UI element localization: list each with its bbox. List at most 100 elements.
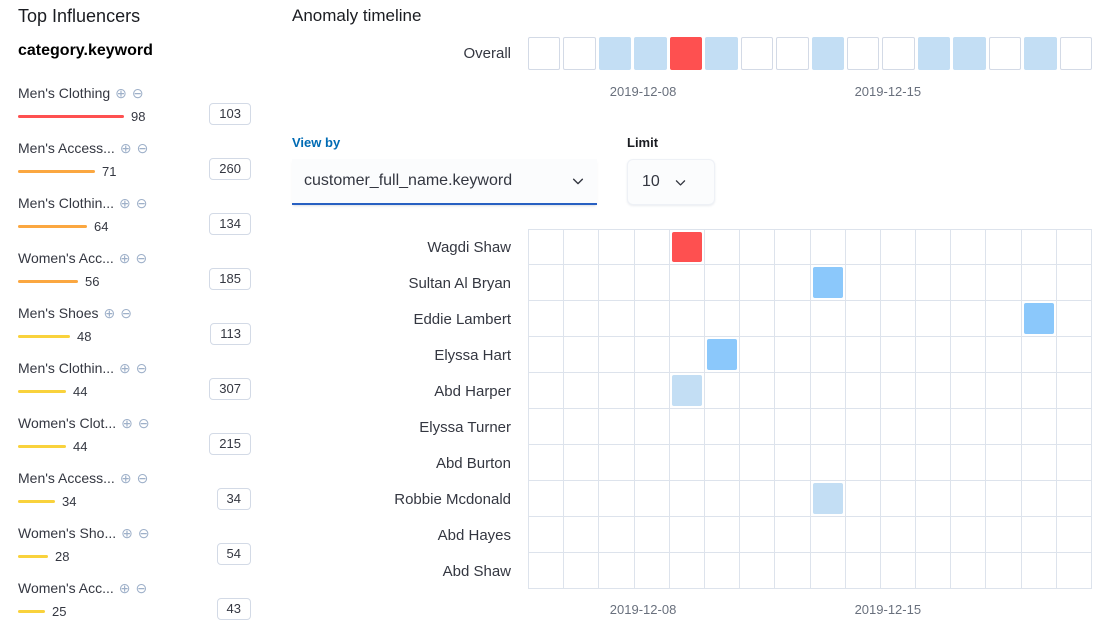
swimlane-cell[interactable] [1056,337,1092,373]
swimlane-cell[interactable] [704,301,741,337]
swimlane-cell[interactable] [740,301,776,337]
swimlane-cell[interactable] [599,481,635,517]
swimlane-cell[interactable] [845,445,881,481]
swimlane-cell[interactable] [1056,373,1092,409]
swimlane-cell[interactable] [740,337,776,373]
swimlane-cell[interactable] [810,230,846,265]
swimlane-cell[interactable] [564,337,600,373]
swimlane-cell[interactable] [529,409,565,445]
swimlane-cell[interactable] [740,481,776,517]
remove-filter-icon[interactable]: ⊖ [120,305,132,321]
swimlane-cell[interactable] [986,301,1022,337]
overall-swimlane-cell[interactable] [988,37,1022,70]
swimlane-cell[interactable] [986,517,1022,553]
add-filter-icon[interactable]: ⊕ [103,305,116,321]
swimlane-cell[interactable] [740,553,776,589]
overall-swimlane-cell[interactable] [1024,37,1057,70]
swimlane-cell[interactable] [880,337,917,373]
swimlane-cell[interactable] [564,409,600,445]
swimlane-cell[interactable] [599,409,635,445]
swimlane-cell[interactable] [704,373,741,409]
swimlane-cell[interactable] [529,517,565,553]
overall-swimlane-cell[interactable] [563,37,596,70]
swimlane-cell[interactable] [951,337,987,373]
swimlane-cell[interactable] [564,445,600,481]
swimlane-cell[interactable] [669,373,705,409]
swimlane-cell[interactable] [669,481,705,517]
swimlane-cell[interactable] [1056,301,1092,337]
swimlane-cell[interactable] [564,265,600,301]
swimlane-cell[interactable] [845,517,881,553]
swimlane-cell[interactable] [1056,265,1092,301]
swimlane-cell[interactable] [669,265,705,301]
swimlane-cell[interactable] [775,517,811,553]
swimlane-cell[interactable] [704,481,741,517]
swimlane-cell[interactable] [740,445,776,481]
swimlane-cell[interactable] [810,265,846,301]
swimlane-cell[interactable] [1056,445,1092,481]
swimlane-cell[interactable] [775,301,811,337]
add-filter-icon[interactable]: ⊕ [118,580,131,596]
swimlane-cell[interactable] [916,301,952,337]
swimlane-cell[interactable] [880,230,917,265]
swimlane-cell[interactable] [951,409,987,445]
swimlane-cell[interactable] [529,337,565,373]
swimlane-cell[interactable] [845,301,881,337]
swimlane-cell[interactable] [564,553,600,589]
swimlane-cell[interactable] [740,373,776,409]
swimlane-cell[interactable] [880,517,917,553]
swimlane-cell[interactable] [775,230,811,265]
remove-filter-icon[interactable]: ⊖ [137,415,150,431]
add-filter-icon[interactable]: ⊕ [119,140,132,156]
swimlane-cell[interactable] [1056,409,1092,445]
swimlane-cell[interactable] [1021,445,1057,481]
add-filter-icon[interactable]: ⊕ [119,470,132,486]
swimlane-cell[interactable] [880,553,917,589]
swimlane-cell[interactable] [1021,481,1057,517]
swimlane-cell[interactable] [951,301,987,337]
swimlane-cell[interactable] [986,481,1022,517]
anomaly-mark[interactable] [671,375,702,406]
swimlane-cell[interactable] [986,445,1022,481]
swimlane-cell[interactable] [1021,337,1057,373]
swimlane-cell[interactable] [916,517,952,553]
swimlane-cell[interactable] [1056,481,1092,517]
swimlane-cell[interactable] [704,337,741,373]
swimlane-cell[interactable] [845,553,881,589]
swimlane-cell[interactable] [564,481,600,517]
swimlane-cell[interactable] [1021,265,1057,301]
overall-swimlane-cell[interactable] [776,37,809,70]
swimlane-cell[interactable] [1021,373,1057,409]
swimlane-cell[interactable] [1056,517,1092,553]
swimlane-cell[interactable] [669,553,705,589]
swimlane-cell[interactable] [986,373,1022,409]
add-filter-icon[interactable]: ⊕ [115,85,127,101]
overall-swimlane-cell[interactable] [705,37,738,70]
swimlane-cell[interactable] [986,265,1022,301]
swimlane-cell[interactable] [669,445,705,481]
add-filter-icon[interactable]: ⊕ [118,250,131,266]
swimlane-cell[interactable] [916,373,952,409]
swimlane-cell[interactable] [1021,553,1057,589]
swimlane-cell[interactable] [810,301,846,337]
overall-swimlane-cell[interactable] [1059,37,1092,70]
swimlane-cell[interactable] [599,337,635,373]
swimlane-cell[interactable] [634,445,670,481]
swimlane-cell[interactable] [634,301,670,337]
swimlane-cell[interactable] [669,301,705,337]
swimlane-cell[interactable] [599,445,635,481]
overall-swimlane-cell[interactable] [669,37,703,70]
swimlane-cell[interactable] [880,265,917,301]
swimlane-cell[interactable] [1056,553,1092,589]
swimlane-cell[interactable] [704,553,741,589]
swimlane-cell[interactable] [740,517,776,553]
remove-filter-icon[interactable]: ⊖ [136,140,149,156]
overall-swimlane-cell[interactable] [846,37,880,70]
swimlane-cell[interactable] [916,230,952,265]
swimlane-cell[interactable] [1021,301,1057,337]
swimlane-cell[interactable] [529,553,565,589]
swimlane-cell[interactable] [529,301,565,337]
swimlane-cell[interactable] [986,553,1022,589]
swimlane-cell[interactable] [529,265,565,301]
swimlane-cell[interactable] [810,337,846,373]
